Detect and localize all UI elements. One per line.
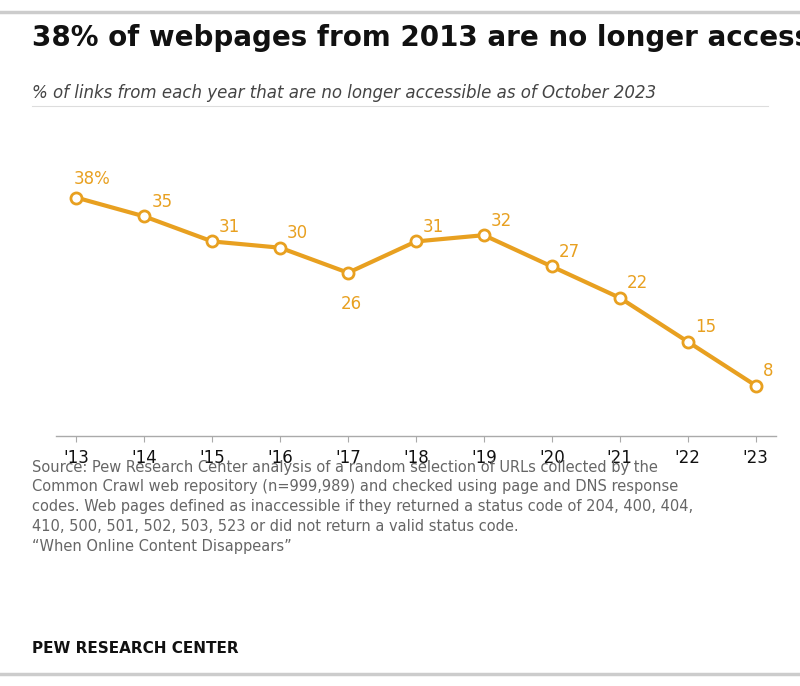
Text: 31: 31: [219, 218, 241, 236]
Text: 22: 22: [626, 274, 648, 292]
Text: 15: 15: [694, 318, 716, 336]
Text: 38%: 38%: [74, 170, 110, 188]
Text: 35: 35: [151, 193, 172, 211]
Text: 27: 27: [558, 243, 580, 261]
Text: 32: 32: [491, 211, 512, 230]
Text: 26: 26: [340, 295, 362, 313]
Text: % of links from each year that are no longer accessible as of October 2023: % of links from each year that are no lo…: [32, 84, 656, 102]
Text: PEW RESEARCH CENTER: PEW RESEARCH CENTER: [32, 641, 238, 657]
Text: 8: 8: [762, 362, 773, 380]
Text: 30: 30: [287, 224, 308, 242]
Text: Source: Pew Research Center analysis of a random selection of URLs collected by : Source: Pew Research Center analysis of …: [32, 460, 693, 554]
Text: 31: 31: [423, 218, 444, 236]
Text: 38% of webpages from 2013 are no longer accessible: 38% of webpages from 2013 are no longer …: [32, 24, 800, 52]
